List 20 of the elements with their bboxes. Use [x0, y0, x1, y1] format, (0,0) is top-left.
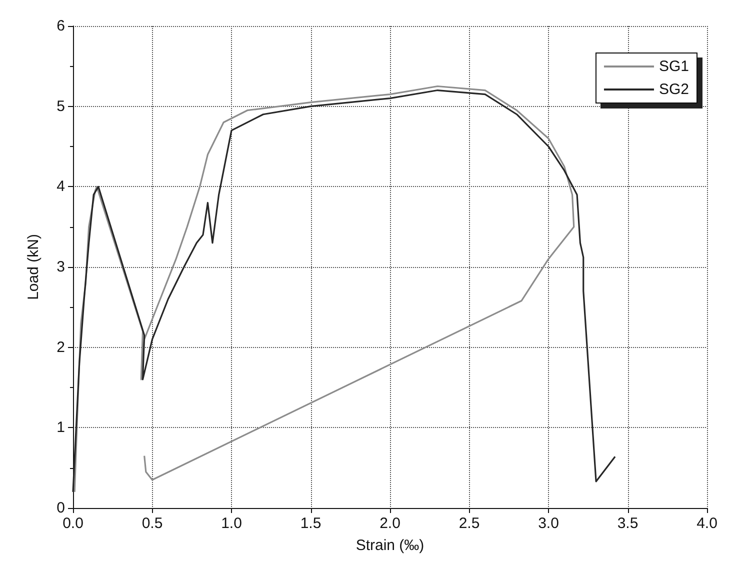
x-tick-label: 2.5 — [458, 515, 480, 532]
x-tick-label: 1.0 — [221, 515, 242, 532]
y-tick-label: 6 — [56, 18, 65, 34]
legend-label: SG2 — [658, 81, 689, 98]
y-tick-label: 1 — [56, 419, 65, 436]
x-tick-label: 2.0 — [380, 515, 400, 532]
y-axis-title: Load (kN) — [25, 234, 42, 300]
x-tick-label: 1.5 — [300, 515, 322, 532]
x-tick-label: 4.0 — [696, 515, 718, 532]
y-tick-label: 5 — [56, 98, 65, 115]
y-tick-label: 2 — [56, 338, 65, 356]
x-tick-label: 3.0 — [538, 515, 559, 532]
y-tick-label: 4 — [56, 178, 65, 196]
x-tick-label: 3.5 — [617, 515, 638, 532]
x-tick-label: 0.5 — [142, 515, 163, 532]
y-tick-label: 3 — [56, 258, 65, 276]
y-tick-label: 0 — [56, 500, 65, 516]
x-axis-title: Strain (‰) — [356, 537, 424, 554]
legend-label: SG1 — [658, 58, 689, 75]
x-tick-label: 0.0 — [62, 515, 84, 532]
